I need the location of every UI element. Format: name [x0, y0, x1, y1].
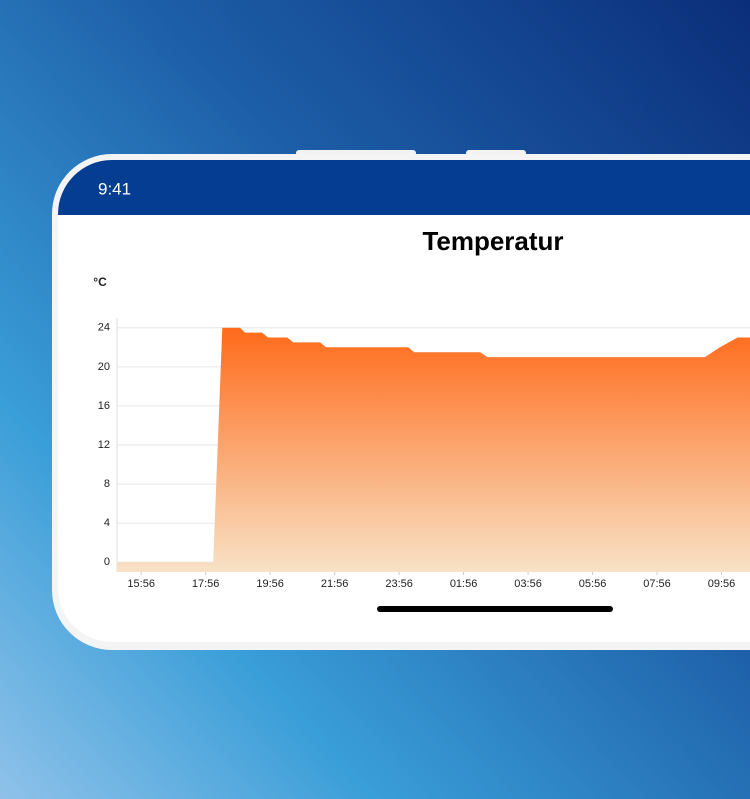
status-time: 9:41	[98, 179, 131, 198]
area	[117, 327, 750, 572]
y-tick-label: 0	[104, 556, 110, 568]
x-tick-label: 07:56	[643, 578, 671, 590]
home-indicator	[377, 606, 613, 612]
x-tick-label: 23:56	[385, 578, 413, 590]
chart-title: Temperatur	[422, 226, 563, 256]
status-bar	[58, 160, 750, 215]
y-tick-label: 12	[98, 439, 110, 451]
plot: 0 4 8 12 16 20 24 15:56 17:56 19:56 21:56 23:56 01:5…	[98, 318, 750, 590]
x-tick-label: 19:56	[256, 578, 284, 590]
x-tick-label: 09:56	[708, 578, 736, 590]
y-axis-label: °C	[93, 275, 107, 289]
x-tick-label: 05:56	[579, 578, 607, 590]
y-tick-label: 20	[98, 361, 110, 373]
x-tick-label: 17:56	[192, 578, 220, 590]
x-tick-label: 03:56	[514, 578, 542, 590]
x-tick-label: 01:56	[450, 578, 478, 590]
y-tick-label: 4	[104, 517, 110, 529]
y-tick-label: 8	[104, 478, 110, 490]
y-tick-label: 24	[98, 322, 110, 334]
y-tick-label: 16	[98, 400, 110, 412]
x-tick-label: 21:56	[321, 578, 349, 590]
x-tick-label: 15:56	[127, 578, 155, 590]
